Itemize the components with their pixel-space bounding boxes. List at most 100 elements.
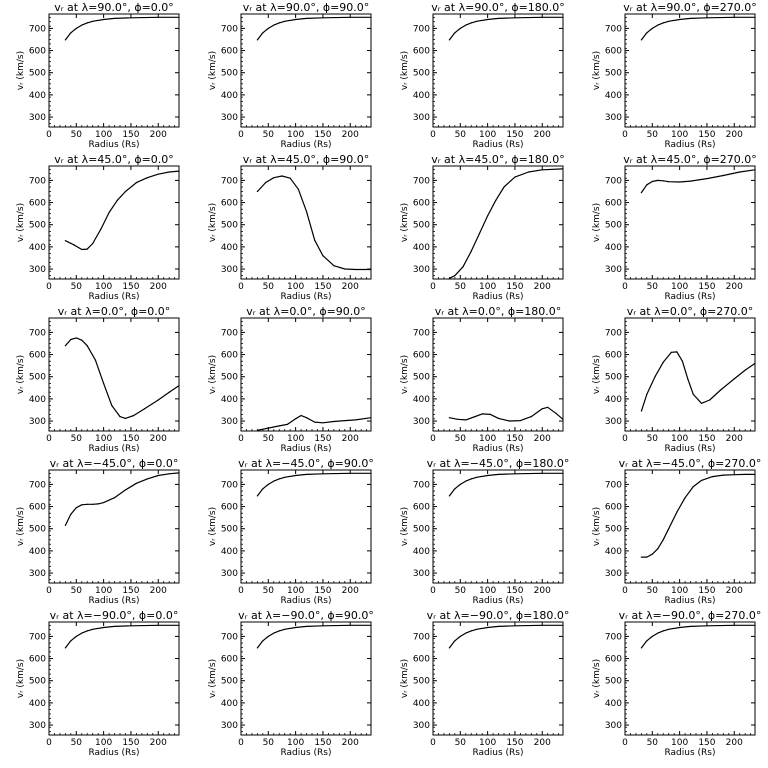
x-tick-label: 0 [46,738,52,748]
y-tick-label: 600 [413,503,430,513]
data-point [119,415,121,418]
y-tick-label: 300 [605,265,622,275]
y-tick-label: 600 [29,47,46,57]
data-point [689,625,692,628]
x-axis-label: Radius (Rs) [88,748,139,758]
plot-frame [624,317,756,432]
chart-title: vᵣ at λ=45.0°, ϕ=0.0° [54,153,174,166]
data-point [333,265,335,267]
y-tick-label: 400 [29,395,46,405]
x-tick-label: 200 [342,586,359,596]
data-point [355,419,357,421]
x-axis-label: Radius (Rs) [280,596,331,606]
y-tick-label: 700 [605,176,622,186]
y-axis-label: vᵣ (km/s) [592,659,602,698]
data-point [470,22,472,24]
data-point [700,402,703,404]
data-point [679,181,681,183]
data-point [314,239,316,241]
data-point [489,413,491,415]
velocity-series-line [448,624,563,649]
data-point [687,378,689,380]
data-point [684,497,686,499]
x-tick-label: 200 [534,434,551,444]
velocity-series-line [64,16,179,41]
y-tick-label: 300 [605,113,622,123]
data-point [508,420,511,422]
plot-frame [624,165,756,280]
y-tick-label: 500 [605,221,622,231]
y-tick-label: 300 [605,569,622,579]
y-axis-label: vᵣ (km/s) [592,355,602,394]
y-tick-label: 400 [29,547,46,557]
data-point [267,635,269,638]
data-point [178,624,180,626]
data-point [113,625,116,628]
chart-panel: vᵣ at λ=45.0°, ϕ=270.0° 0 50 100 150 200 300 40… [592,153,757,302]
data-point [651,635,653,638]
data-point [679,18,681,21]
data-point [305,417,308,419]
x-tick-label: 200 [342,738,359,748]
x-tick-label: 100 [671,434,688,444]
plot-frame [240,317,372,432]
data-point [527,171,530,173]
x-tick-label: 50 [455,586,467,596]
data-point [541,169,543,171]
y-axis-label: vᵣ (km/s) [208,203,218,242]
data-point [657,24,659,26]
x-axis-label: Radius (Rs) [88,596,139,606]
x-axis-label: Radius (Rs) [472,596,523,606]
velocity-series-line [640,169,756,193]
data-point [646,640,648,642]
x-tick-label: 150 [314,738,331,748]
y-tick-label: 700 [221,632,238,642]
data-point [722,174,724,177]
chart-title: vᵣ at λ=90.0°, ϕ=90.0° [243,1,370,14]
y-axis-label: vᵣ (km/s) [400,659,410,698]
x-tick-label: 50 [647,130,659,140]
data-point [519,419,521,422]
y-axis-label: vᵣ (km/s) [208,51,218,90]
x-tick-label: 100 [671,282,688,292]
y-tick-label: 600 [29,199,46,209]
plot-frame [624,13,756,128]
chart-title: vᵣ at λ=−90.0°, ϕ=180.0° [427,609,570,622]
data-point [662,361,664,363]
y-tick-label: 600 [605,503,622,513]
plot-frame [624,621,756,736]
y-tick-label: 700 [413,176,430,186]
data-point [322,422,324,424]
velocity-series-line [256,16,371,41]
y-tick-label: 500 [605,69,622,79]
data-point [646,556,648,558]
y-tick-label: 700 [221,176,238,186]
data-point [267,483,269,486]
data-point [349,16,351,18]
data-point [278,478,280,480]
data-point [100,228,102,230]
x-tick-label: 150 [122,434,139,444]
data-point [706,625,708,627]
chart-title: vᵣ at λ=−90.0°, ϕ=90.0° [238,609,374,622]
x-tick-label: 150 [314,586,331,596]
data-point [470,630,472,632]
data-point [70,640,72,642]
data-point [530,415,532,418]
data-point [256,429,258,431]
y-tick-label: 400 [413,699,430,709]
x-tick-label: 200 [534,130,551,140]
chart-panel: vᵣ at λ=90.0°, ϕ=90.0° 0 50 100 150 200 300 400… [208,1,372,150]
velocity-series-line [256,175,371,271]
data-point [322,255,324,257]
x-tick-label: 0 [238,282,244,292]
data-point [478,232,481,235]
data-point [706,17,708,19]
y-tick-label: 600 [29,655,46,665]
data-point [124,190,127,193]
data-point [168,391,170,393]
chart-panel: vᵣ at λ=0.0°, ϕ=270.0° 0 50 100 150 200 300 400… [592,305,756,454]
data-point [157,16,159,18]
chart-title: vᵣ at λ=90.0°, ϕ=0.0° [54,1,174,14]
chart-title: vᵣ at λ=−90.0°, ϕ=0.0° [50,609,179,622]
